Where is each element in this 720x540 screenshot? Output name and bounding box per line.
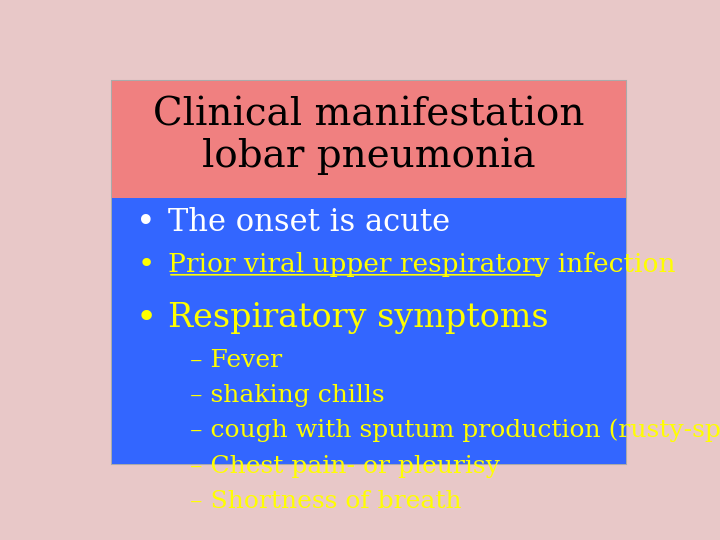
Text: – Shortness of breath: – Shortness of breath (190, 490, 462, 513)
Text: •: • (136, 206, 156, 239)
Text: Respiratory symptoms: Respiratory symptoms (168, 302, 549, 334)
Text: Prior viral upper respiratory infection: Prior viral upper respiratory infection (168, 252, 675, 277)
FancyBboxPatch shape (112, 198, 626, 464)
Text: – Chest pain- or pleurisy: – Chest pain- or pleurisy (190, 455, 500, 477)
Text: – Fever: – Fever (190, 348, 282, 372)
FancyBboxPatch shape (112, 82, 626, 464)
FancyBboxPatch shape (112, 82, 626, 198)
Text: lobar pneumonia: lobar pneumonia (202, 138, 536, 175)
Text: The onset is acute: The onset is acute (168, 207, 450, 238)
Text: – shaking chills: – shaking chills (190, 384, 385, 407)
Text: – cough with sputum production (rusty-sputum): – cough with sputum production (rusty-sp… (190, 419, 720, 442)
Text: •: • (138, 251, 154, 279)
Text: •: • (135, 301, 156, 335)
Text: Clinical manifestation: Clinical manifestation (153, 96, 585, 133)
